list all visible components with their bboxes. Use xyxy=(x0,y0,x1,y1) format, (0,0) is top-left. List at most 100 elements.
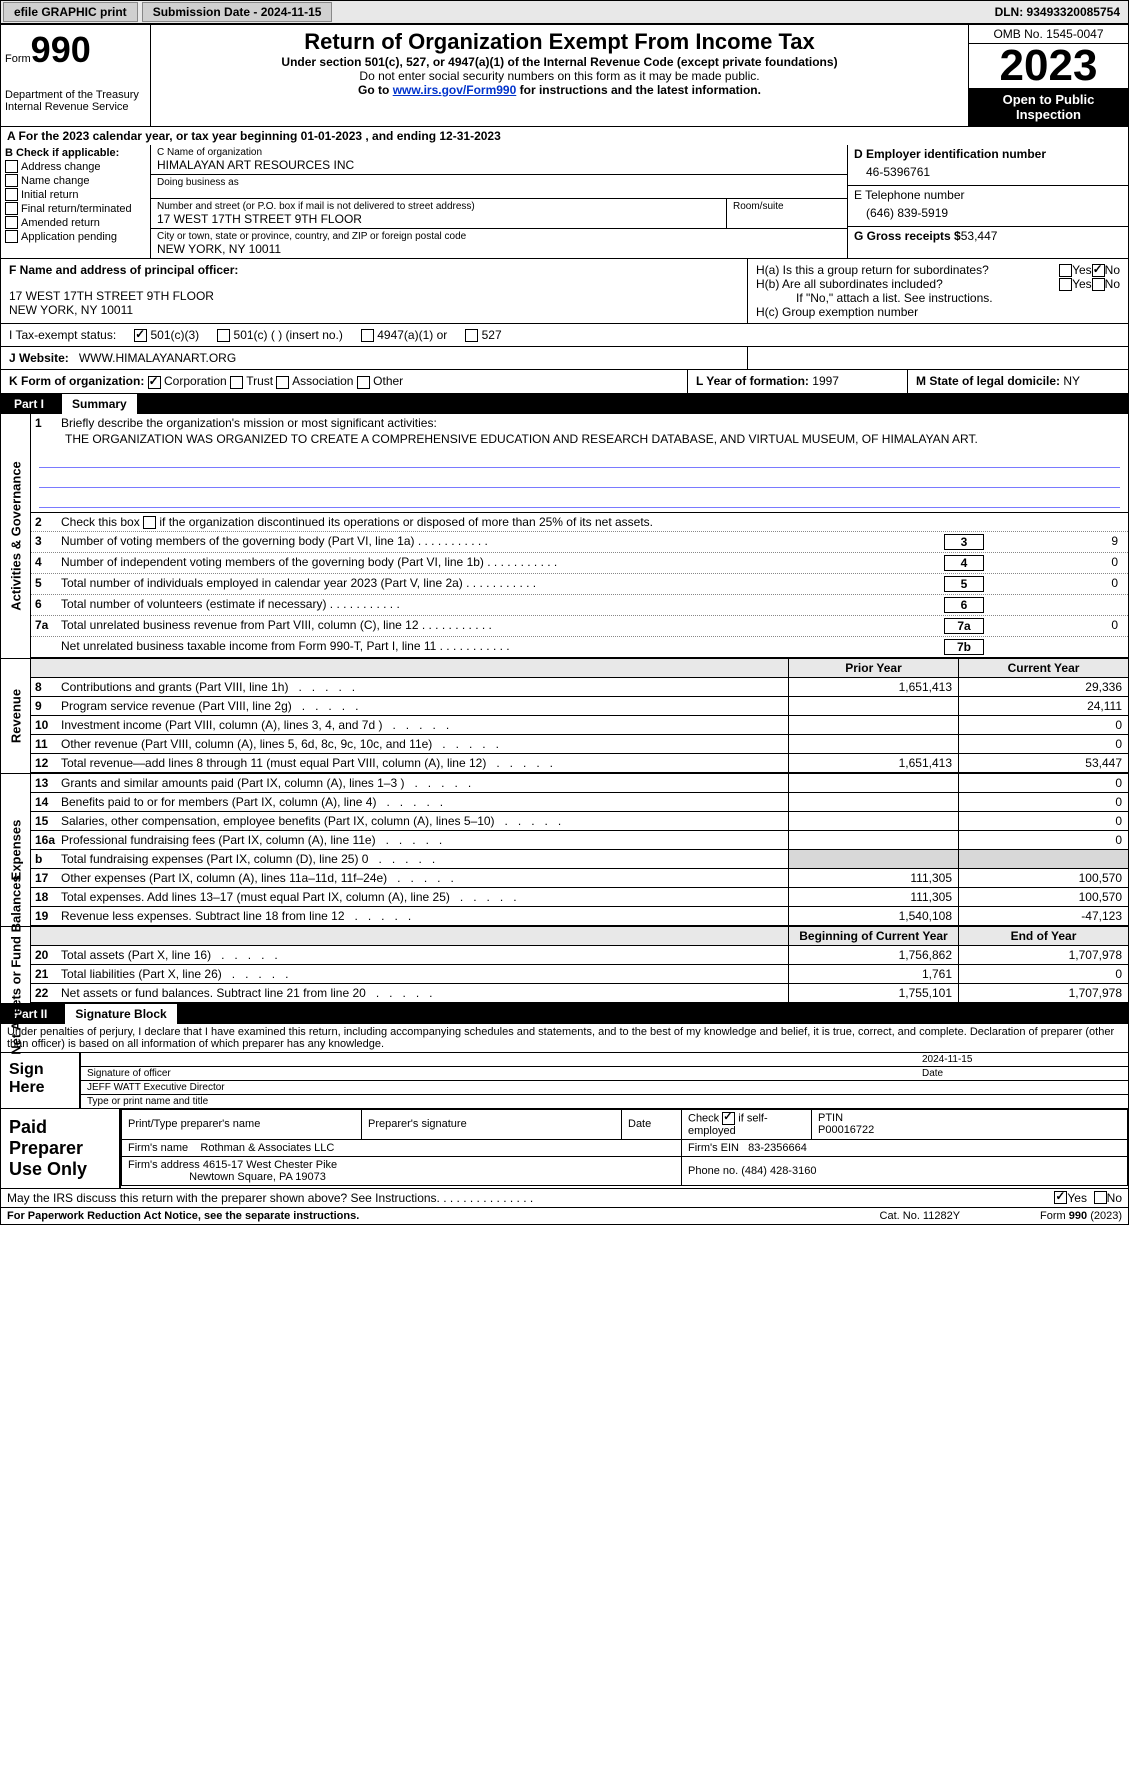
form-org-label: K Form of organization: xyxy=(9,374,144,388)
boxb-item-1[interactable]: Name change xyxy=(5,174,146,187)
hb-note: If "No," attach a list. See instructions… xyxy=(756,291,1120,305)
prep-date-label: Date xyxy=(622,1109,682,1139)
boxb-item-5[interactable]: Application pending xyxy=(5,230,146,243)
form-word: Form xyxy=(5,53,31,65)
data-row: 9Program service revenue (Part VIII, lin… xyxy=(31,697,1128,716)
hb-no-checkbox[interactable] xyxy=(1092,278,1105,291)
form-header: Form990 Department of the Treasury Inter… xyxy=(0,24,1129,127)
corp-checkbox[interactable] xyxy=(148,376,161,389)
box-b-title: B Check if applicable: xyxy=(5,147,146,159)
hb-label: H(b) Are all subordinates included? xyxy=(756,277,1059,291)
4947-checkbox[interactable] xyxy=(361,329,374,342)
line7b-text: Net unrelated business taxable income fr… xyxy=(61,639,944,653)
data-row: 22Net assets or fund balances. Subtract … xyxy=(31,984,1128,1003)
data-row: 18Total expenses. Add lines 13–17 (must … xyxy=(31,888,1128,907)
type-name-label: Type or print name and title xyxy=(87,1096,1122,1107)
mission-label: Briefly describe the organization's miss… xyxy=(61,416,1124,430)
website-label: J Website: xyxy=(9,351,69,365)
revenue-section: Revenue Prior YearCurrent Year 8Contribu… xyxy=(0,659,1129,774)
line2-text: Check this box if the organization disco… xyxy=(61,515,1124,529)
officer-label: F Name and address of principal officer: xyxy=(9,263,739,277)
officer-addr2: NEW YORK, NY 10011 xyxy=(9,303,739,317)
netassets-label: Net Assets or Fund Balances xyxy=(8,875,23,1054)
org-name: HIMALAYAN ART RESOURCES INC xyxy=(157,158,841,172)
boxb-item-3[interactable]: Final return/terminated xyxy=(5,202,146,215)
line5-val: 0 xyxy=(984,576,1124,590)
tel-label: E Telephone number xyxy=(854,188,1122,202)
line-a: A For the 2023 calendar year, or tax yea… xyxy=(0,127,1129,145)
form-number: 990 xyxy=(31,29,91,70)
other-checkbox[interactable] xyxy=(357,376,370,389)
row-k: K Form of organization: Corporation Trus… xyxy=(0,370,1129,393)
year-formation-label: L Year of formation: xyxy=(696,374,809,388)
line5-text: Total number of individuals employed in … xyxy=(61,576,944,590)
boxb-item-4[interactable]: Amended return xyxy=(5,216,146,229)
data-row: 8Contributions and grants (Part VIII, li… xyxy=(31,678,1128,697)
line7a-text: Total unrelated business revenue from Pa… xyxy=(61,618,944,632)
paid-preparer-block: Paid Preparer Use Only Print/Type prepar… xyxy=(0,1109,1129,1189)
self-employed-checkbox[interactable] xyxy=(722,1112,735,1125)
data-row: 12Total revenue—add lines 8 through 11 (… xyxy=(31,754,1128,773)
netassets-section: Net Assets or Fund Balances Beginning of… xyxy=(0,927,1129,1004)
room-label: Room/suite xyxy=(733,201,841,212)
firm-name-label: Firm's name xyxy=(128,1142,188,1154)
tax-status-label: I Tax-exempt status: xyxy=(9,328,116,342)
part2-header: Part II Signature Block xyxy=(0,1004,1129,1024)
data-row: 14Benefits paid to or for members (Part … xyxy=(31,793,1128,812)
501c-checkbox[interactable] xyxy=(217,329,230,342)
sign-date: 2024-11-15 xyxy=(922,1054,1122,1065)
firm-ein-label: Firm's EIN xyxy=(688,1142,739,1154)
part1-num: Part I xyxy=(0,394,58,414)
discontinued-checkbox[interactable] xyxy=(143,516,156,529)
state-domicile: NY xyxy=(1063,374,1080,388)
gross-label: G Gross receipts $ xyxy=(854,229,961,243)
current-year-header: Current Year xyxy=(958,659,1128,677)
assoc-checkbox[interactable] xyxy=(276,376,289,389)
phone-value: (484) 428-3160 xyxy=(741,1165,816,1177)
boxb-item-0[interactable]: Address change xyxy=(5,160,146,173)
hc-label: H(c) Group exemption number xyxy=(756,305,1120,319)
form-title: Return of Organization Exempt From Incom… xyxy=(159,29,960,55)
form-footer: Form 990 (2023) xyxy=(1040,1210,1122,1222)
year-formation: 1997 xyxy=(812,374,839,388)
efile-print-button[interactable]: efile GRAPHIC print xyxy=(3,2,138,22)
trust-checkbox[interactable] xyxy=(230,376,243,389)
discuss-no-checkbox[interactable] xyxy=(1094,1191,1107,1204)
cat-number: Cat. No. 11282Y xyxy=(880,1210,961,1222)
expenses-section: Expenses 13Grants and similar amounts pa… xyxy=(0,774,1129,927)
boxb-item-2[interactable]: Initial return xyxy=(5,188,146,201)
irs-link[interactable]: www.irs.gov/Form990 xyxy=(393,83,517,97)
527-checkbox[interactable] xyxy=(465,329,478,342)
revenue-label: Revenue xyxy=(8,689,23,743)
hb-yes-checkbox[interactable] xyxy=(1059,278,1072,291)
street-value: 17 WEST 17TH STREET 9TH FLOOR xyxy=(157,212,720,226)
state-domicile-label: M State of legal domicile: xyxy=(916,374,1060,388)
ha-label: H(a) Is this a group return for subordin… xyxy=(756,263,1059,277)
ptin-cell: PTINP00016722 xyxy=(812,1109,1128,1139)
phone-label: Phone no. xyxy=(688,1165,738,1177)
data-row: 21Total liabilities (Part X, line 26) . … xyxy=(31,965,1128,984)
ha-no-checkbox[interactable] xyxy=(1092,264,1105,277)
ha-yes-checkbox[interactable] xyxy=(1059,264,1072,277)
officer-name: JEFF WATT Executive Director xyxy=(87,1082,1122,1093)
paid-prep-label: Paid Preparer Use Only xyxy=(1,1109,121,1188)
begin-year-header: Beginning of Current Year xyxy=(788,927,958,945)
501c3-checkbox[interactable] xyxy=(134,329,147,342)
discuss-row: May the IRS discuss this return with the… xyxy=(0,1189,1129,1208)
data-row: 11Other revenue (Part VIII, column (A), … xyxy=(31,735,1128,754)
discuss-yes-checkbox[interactable] xyxy=(1054,1191,1067,1204)
firm-addr2: Newtown Square, PA 19073 xyxy=(189,1171,326,1183)
firm-addr-label: Firm's address xyxy=(128,1159,200,1171)
row-j: J Website: WWW.HIMALAYANART.ORG xyxy=(0,347,1129,370)
tax-year: 2023 xyxy=(969,44,1128,88)
block-f: F Name and address of principal officer:… xyxy=(0,259,1129,324)
governance-label: Activities & Governance xyxy=(8,461,23,611)
subtitle-2: Do not enter social security numbers on … xyxy=(159,69,960,83)
firm-name: Rothman & Associates LLC xyxy=(200,1142,334,1154)
line3-text: Number of voting members of the governin… xyxy=(61,534,944,548)
submission-date-button[interactable]: Submission Date - 2024-11-15 xyxy=(142,2,333,22)
city-value: NEW YORK, NY 10011 xyxy=(157,242,841,256)
firm-ein: 83-2356664 xyxy=(748,1142,807,1154)
print-name-label: Print/Type preparer's name xyxy=(122,1109,362,1139)
discuss-text: May the IRS discuss this return with the… xyxy=(7,1191,1054,1205)
